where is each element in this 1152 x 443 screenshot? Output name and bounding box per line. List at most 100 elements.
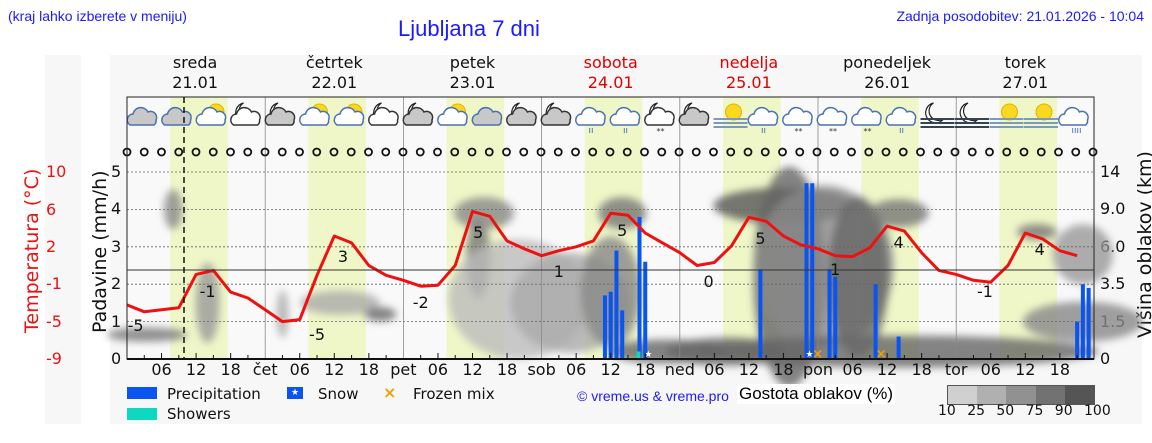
legend-frozen-mix: Frozen mix: [413, 385, 495, 403]
x-tick-label: pet: [390, 360, 417, 379]
day-header: petek 23.01: [403, 53, 543, 93]
svg-text:5: 5: [755, 229, 765, 248]
svg-text:-1: -1: [200, 282, 216, 301]
copyright-link[interactable]: © vreme.us & vreme.pro: [577, 388, 729, 404]
day-header: torek 27.01: [955, 53, 1095, 93]
cloud-light-rain-icon: ıı: [885, 106, 917, 136]
svg-text:ıı: ıı: [623, 126, 628, 136]
svg-text:-5: -5: [128, 316, 144, 335]
x-tick-label: 18: [358, 360, 380, 379]
temperature-tick: 2: [46, 237, 57, 256]
day-date: 21.01: [172, 73, 218, 92]
night-cloudy-icon: [678, 102, 710, 126]
x-tick-label: 06: [980, 360, 1001, 379]
x-tick-label: 12: [876, 360, 898, 379]
x-tick-label: pon: [802, 360, 834, 379]
x-tick-label: čet: [252, 360, 278, 379]
night-partly-cloudy-icon: [368, 102, 399, 126]
legend-precipitation: Precipitation: [167, 385, 261, 403]
density-tick: 10: [938, 403, 956, 419]
cloud-light-rain-icon: ıı: [575, 106, 606, 136]
cloud-height-tick: 14: [1100, 162, 1121, 181]
svg-text:**: **: [864, 127, 872, 136]
svg-text:5: 5: [617, 221, 627, 240]
precipitation-bars: ★ ★× ×: [602, 183, 1091, 362]
svg-text:★: ★: [644, 350, 652, 360]
density-tick: 75: [1025, 403, 1044, 419]
day-date: 23.01: [449, 73, 496, 92]
svg-text:-2: -2: [413, 293, 429, 312]
sun-fog-icon: [989, 103, 1024, 128]
page-title: Ljubljana 7 dni: [398, 16, 540, 41]
day-header: sobota 24.01: [541, 53, 681, 93]
night-cloudy-icon: [402, 102, 434, 126]
svg-text:ıı: ıı: [899, 126, 904, 136]
day-name: četrtek: [305, 53, 363, 72]
svg-text:**: **: [657, 127, 665, 136]
last-update: Zadnja posodobitev: 21.01.2026 - 10:04: [896, 8, 1144, 24]
x-tick-label: 12: [1015, 360, 1036, 379]
sun-fog-icon: [1024, 103, 1058, 128]
svg-text:×: ×: [812, 347, 823, 362]
svg-text:1: 1: [554, 262, 564, 281]
x-tick-label: 18: [635, 360, 656, 379]
x-tick-label: 06: [842, 360, 863, 379]
x-tick-label: 12: [324, 360, 345, 379]
cloud-height-tick: 9.0: [1100, 199, 1126, 219]
night-fog-icon: [920, 102, 955, 128]
night-fog-icon: [955, 102, 989, 128]
x-tick-label: 06: [704, 360, 725, 379]
day-date: 22.01: [311, 73, 358, 92]
day-name: ponedeljek: [843, 53, 932, 72]
density-tick: 25: [967, 403, 986, 419]
density-tick: 90: [1054, 403, 1073, 419]
x-tick-label: 18: [1049, 360, 1071, 379]
svg-text:5: 5: [473, 223, 483, 242]
snow-star-icon: ★: [287, 387, 303, 399]
day-date: 25.01: [725, 73, 772, 92]
night-partly-cloudy-icon: [230, 102, 261, 126]
x-tick-label: tor: [944, 360, 968, 379]
precip-tick: 0: [111, 349, 122, 368]
cloudy-icon: [126, 106, 158, 126]
svg-text:ıı: ıı: [589, 126, 594, 136]
temperature-line: [126, 209, 1078, 324]
night-cloud-snow-icon: **: [644, 102, 675, 136]
x-tick-label: 18: [911, 360, 932, 379]
cloud-light-rain-icon: ıı: [747, 106, 779, 136]
day-header: sreda 21.01: [125, 53, 265, 93]
cloud-heavy-rain-icon: ıııı: [1058, 106, 1089, 136]
day-header: četrtek 22.01: [264, 53, 404, 93]
location-hint-link[interactable]: (kraj lahko izberete v meniju): [8, 8, 187, 24]
temperature-tick: -9: [46, 349, 62, 368]
cloud-snow-icon: **: [782, 106, 813, 136]
precip-tick: 1: [111, 311, 122, 331]
partly-sunny-icon: [437, 103, 468, 126]
x-tick-label: 06: [289, 360, 310, 379]
partly-sunny-icon: [299, 103, 330, 126]
x-tick-label: 12: [738, 360, 760, 379]
precip-tick: 2: [111, 274, 122, 294]
partly-sunny-icon: [333, 103, 365, 126]
x-tick-label: 18: [220, 360, 241, 379]
cloudy-icon: [471, 106, 503, 126]
day-date: 27.01: [1002, 73, 1049, 92]
svg-text:0: 0: [703, 272, 713, 291]
day-date: 24.01: [587, 73, 634, 92]
partly-sunny-icon: [195, 103, 227, 126]
day-name: sreda: [172, 53, 218, 72]
legend-snow: Snow: [318, 385, 359, 403]
temperature-tick: -1: [46, 274, 62, 293]
svg-text:3: 3: [338, 247, 348, 266]
svg-text:4: 4: [1035, 240, 1045, 259]
weather-icons-row: ıı ıı ** ıı ** ** ** ıı ıııı: [126, 102, 1089, 136]
legend-showers: Showers: [167, 405, 231, 423]
svg-text:-5: -5: [309, 325, 325, 344]
temperature-axis-panel: [45, 55, 81, 424]
night-cloudy-icon: [540, 102, 572, 126]
precip-tick: 4: [111, 199, 122, 219]
svg-text:**: **: [795, 127, 803, 136]
svg-text:**: **: [829, 127, 837, 136]
x-tick-label: 06: [151, 360, 172, 379]
